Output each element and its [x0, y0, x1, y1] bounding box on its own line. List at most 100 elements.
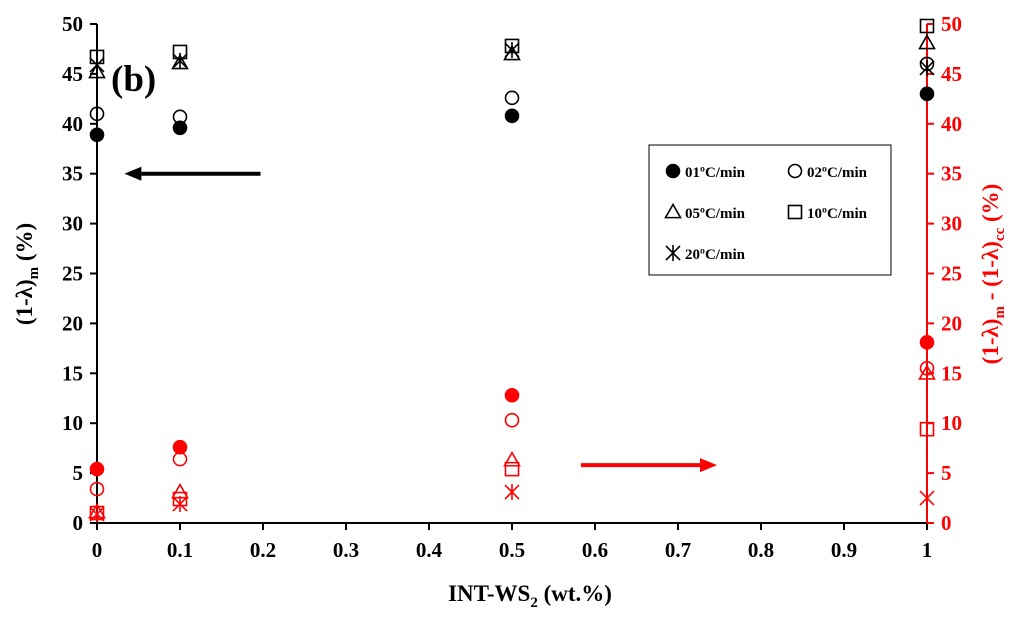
data-point-left-filled-circle [172, 120, 188, 136]
y-left-tick-label: 30 [62, 212, 83, 236]
legend-items: 01ºC/min 02ºC/min 05ºC/min 10ºC/min 20ºC/min [664, 163, 868, 263]
data-point-left-asterisk [172, 52, 188, 69]
y-axis-left-label-main: (1-λ) [12, 279, 37, 325]
x-tick-label: 0.9 [831, 538, 857, 562]
y-right-tick-label: 40 [941, 112, 962, 136]
y-axis-right-label-main: (1-λ) [978, 319, 1003, 365]
data-point-right-triangle [918, 364, 936, 380]
legend-marker [664, 202, 682, 219]
data-point-right-triangle [503, 451, 521, 467]
legend-item: 20ºC/min [665, 245, 746, 263]
right-arrow [580, 458, 718, 473]
legend-marker [665, 163, 681, 179]
panel-label: (b) [111, 59, 156, 100]
x-tick-label: 0.2 [250, 538, 276, 562]
legend-item: 05ºC/min [664, 202, 746, 222]
data-point-right-open-circle [172, 451, 188, 467]
x-tick-label: 0.4 [416, 538, 443, 562]
y-left-tick-label: 0 [73, 511, 84, 535]
x-tick-label: 0.6 [582, 538, 608, 562]
y-left-tick-label: 45 [62, 62, 83, 86]
data-point-right-filled-circle [919, 335, 935, 350]
y-axis-right-label-sub1: m [992, 306, 1008, 319]
y-left-tick-label: 40 [62, 112, 83, 136]
x-axis-label-tail: (wt.%) [538, 581, 612, 606]
x-axis-label: INT-WS2 (wt.%) [448, 581, 612, 611]
data-point-left-filled-circle [504, 108, 520, 124]
y-right-tick-label: 30 [941, 212, 962, 236]
y-right-tick-label: 0 [941, 511, 952, 535]
y-left-tick-label: 15 [62, 361, 83, 385]
y-right-tick-label: 25 [941, 262, 962, 286]
y-axis-right-label-tail: (%) [978, 184, 1003, 228]
legend-label: 10ºC/min [807, 206, 868, 222]
data-point-left-filled-circle [919, 86, 935, 102]
y-axis-right-label-sub2: cc [992, 227, 1008, 241]
data-point-left-square [919, 18, 935, 34]
legend-label: 20ºC/min [685, 247, 746, 263]
data-point-left-open-circle [504, 90, 520, 106]
y-left-tick-label: 10 [62, 411, 83, 435]
legend-label: 05ºC/min [685, 206, 746, 222]
legend-item: 01ºC/min [665, 163, 746, 181]
y-axis-right-ticks: 0 5 10 15 20 25 30 35 40 45 50 [927, 12, 962, 535]
data-point-right-square [919, 421, 935, 437]
data-point-left-asterisk [919, 59, 935, 76]
legend-label: 02ºC/min [807, 165, 868, 181]
data-point-left-filled-circle [89, 127, 105, 143]
data-point-right-filled-circle [89, 461, 105, 477]
y-left-tick-label: 20 [62, 311, 83, 335]
x-tick-label: 0.8 [748, 538, 774, 562]
data-point-left-triangle [918, 33, 936, 50]
legend-box [648, 144, 892, 276]
y-left-tick-label: 5 [73, 461, 84, 485]
left-arrow [124, 166, 261, 181]
legend-label: 01ºC/min [685, 165, 746, 181]
y-left-tick-label: 35 [62, 162, 83, 186]
y-right-tick-label: 35 [941, 162, 962, 186]
data-point-right-open-circle [504, 412, 520, 428]
data-point-left-open-circle [172, 109, 188, 125]
legend-marker [665, 245, 681, 261]
legend: 01ºC/min 02ºC/min 05ºC/min 10ºC/min 20ºC/min [648, 144, 892, 276]
data-point-left-triangle [88, 62, 106, 79]
legend-marker [787, 204, 803, 220]
x-tick-label: 0.3 [333, 538, 359, 562]
data-point-left-asterisk [89, 56, 105, 73]
data-point-right-asterisk [172, 496, 188, 513]
y-axis-left-ticks: 0 5 10 15 20 25 30 35 40 45 50 [62, 12, 97, 535]
legend-item: 02ºC/min [787, 163, 868, 181]
data-point-right-square [504, 461, 520, 477]
y-right-tick-label: 15 [941, 361, 962, 385]
x-tick-label: 0.7 [665, 538, 691, 562]
x-tick-label: 0.5 [499, 538, 525, 562]
x-tick-label: 1 [922, 538, 933, 562]
data-point-right-asterisk [89, 506, 105, 523]
x-axis-ticks: 0 0.1 0.2 0.3 0.4 0.5 0.6 0.7 0.8 0.9 1 [92, 523, 933, 562]
data-point-right-asterisk [919, 490, 935, 507]
y-axis-left-label-tail: (%) [12, 223, 37, 267]
y-axis-right-label-mid: - (1-λ) [978, 241, 1003, 306]
annotation-arrows [124, 166, 718, 473]
data-point-left-open-circle [89, 106, 105, 122]
y-left-tick-label: 25 [62, 262, 83, 286]
x-axis-label-main: INT-WS [448, 581, 530, 606]
data-point-right-open-circle [919, 361, 935, 376]
data-point-right-filled-circle [504, 387, 520, 403]
y-right-tick-label: 10 [941, 411, 962, 435]
data-point-right-filled-circle [172, 439, 188, 455]
y-right-tick-label: 50 [941, 12, 962, 36]
legend-marker [787, 163, 803, 179]
y-right-tick-label: 45 [941, 62, 962, 86]
legend-item: 10ºC/min [787, 204, 868, 222]
x-tick-label: 0.1 [167, 538, 193, 562]
data-point-right-asterisk [504, 484, 520, 501]
x-axis-label-sub: 2 [530, 595, 538, 611]
y-axis-right-label: (1-λ)m - (1-λ)cc (%) [978, 184, 1008, 365]
data-points [88, 18, 936, 523]
y-right-tick-label: 5 [941, 461, 952, 485]
data-point-right-open-circle [89, 481, 105, 497]
y-axis-left-label: (1-λ)m (%) [12, 223, 42, 325]
y-axis-left-label-sub: m [26, 266, 42, 279]
